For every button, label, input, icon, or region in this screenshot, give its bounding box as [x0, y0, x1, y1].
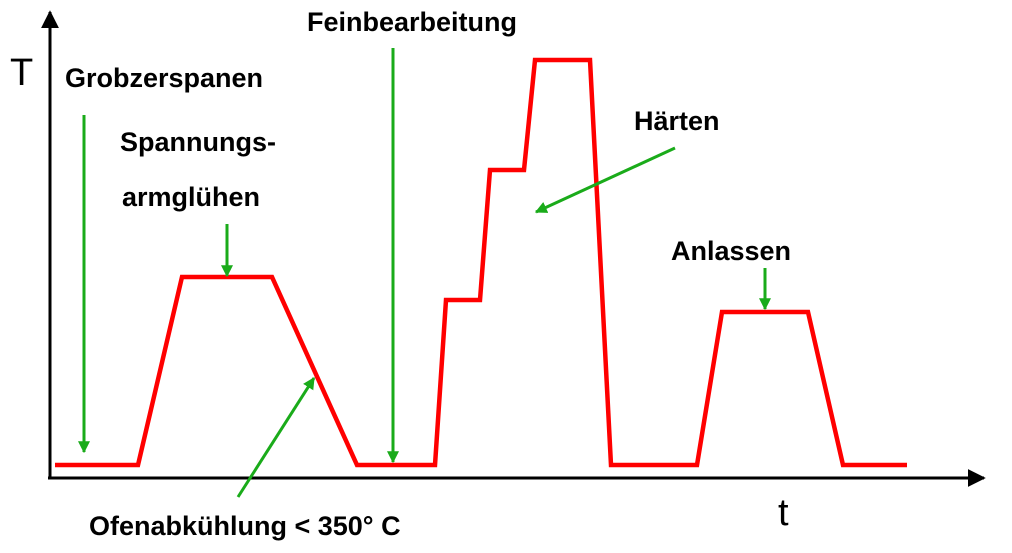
spannungsarmgluehen-label-line1: Spannungs- [120, 127, 276, 157]
grobzerspanen-label: Grobzerspanen [65, 63, 263, 93]
x-axis-label: t [778, 492, 789, 534]
y-axis-label: T [10, 52, 33, 94]
ofenabkuehlung-label: Ofenabkühlung < 350° C [89, 511, 401, 541]
ofenabkuehlung-arrow [236, 376, 316, 498]
haerten-arrow [534, 146, 676, 214]
feinbearbeitung-label: Feinbearbeitung [307, 7, 517, 37]
spannungsarmgluehen-label-line2: armglühen [122, 182, 260, 212]
haerten-label: Härten [634, 106, 720, 136]
temperature-curve [55, 57, 907, 468]
anlassen-label: Anlassen [671, 236, 791, 266]
